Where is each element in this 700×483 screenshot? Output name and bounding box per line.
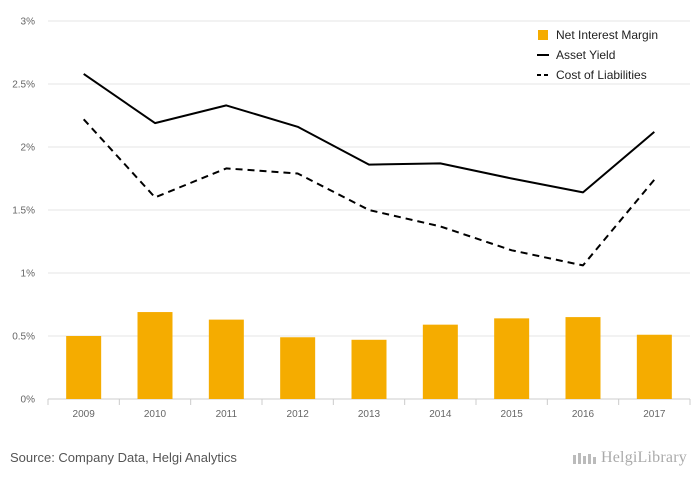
- x-tick-label: 2017: [643, 409, 666, 420]
- x-tick-label: 2009: [73, 409, 96, 420]
- bar: [351, 339, 387, 399]
- x-tick-label: 2016: [572, 409, 595, 420]
- x-tick-label: 2015: [501, 409, 524, 420]
- x-tick-label: 2014: [429, 409, 452, 420]
- library-icon: [573, 453, 596, 464]
- bar: [565, 317, 601, 399]
- y-tick-label: 0.5%: [12, 332, 35, 343]
- brand-name: HelgiLibrary: [601, 449, 687, 466]
- legend-label: Asset Yield: [556, 48, 615, 62]
- series-line: [82, 118, 656, 267]
- y-tick-label: 1%: [21, 269, 36, 280]
- bar: [494, 318, 530, 399]
- x-tick-label: 2010: [144, 409, 167, 420]
- x-tick-label: 2011: [216, 409, 238, 420]
- y-tick-label: 3%: [21, 17, 36, 28]
- bar: [66, 336, 102, 399]
- legend-label: Cost of Liabilities: [556, 68, 647, 82]
- y-tick-label: 2.5%: [12, 80, 35, 91]
- bar: [137, 312, 173, 399]
- brand-logo: HelgiLibrary: [572, 449, 687, 467]
- bar: [422, 324, 458, 399]
- legend-label: Net Interest Margin: [556, 28, 658, 42]
- y-tick-label: 2%: [21, 143, 36, 154]
- y-tick-label: 1.5%: [12, 206, 35, 217]
- chart: 0% 0.5% 1% 1.5% 2% 2.5% 3% 2009 2010 2011 2012 2013…: [12, 17, 691, 420]
- x-tick-label: 2012: [287, 409, 310, 420]
- bar: [208, 319, 244, 399]
- bar: [636, 334, 672, 399]
- x-tick-label: 2013: [358, 409, 381, 420]
- bar: [280, 337, 316, 399]
- source-note: Source: Company Data, Helgi Analytics: [10, 450, 237, 465]
- series-line: [83, 73, 655, 194]
- legend-swatch: [538, 30, 548, 40]
- y-tick-label: 0%: [21, 395, 36, 406]
